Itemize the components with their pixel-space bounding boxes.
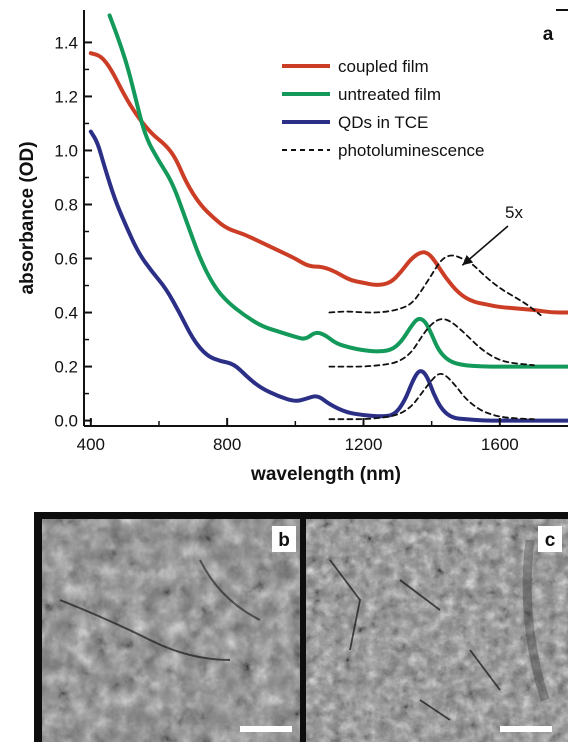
micrograph-c-label-box bbox=[538, 526, 562, 552]
legend-label-photoluminescence: photoluminescence bbox=[338, 141, 484, 160]
micrograph-b-texture bbox=[42, 519, 300, 742]
x-tick-label: 1600 bbox=[481, 435, 519, 454]
micrograph-b-label-box bbox=[272, 526, 296, 552]
x-axis-title: wavelength (nm) bbox=[250, 464, 401, 485]
legend-label-untreated-film: untreated film bbox=[338, 85, 441, 104]
micrograph-c-scale-bar bbox=[500, 726, 552, 732]
annotation-arrow-head bbox=[462, 254, 474, 266]
y-tick-label: 0.0 bbox=[54, 412, 78, 431]
series-line-qds-in-tce bbox=[88, 129, 568, 423]
annotation-5x-label: 5x bbox=[505, 203, 523, 222]
legend-label-coupled-film: coupled film bbox=[338, 57, 429, 76]
series-line-coupled-film bbox=[88, 51, 568, 315]
chart-axes: 0.0 0.2 0.4 0.6 0.8 1.0 1.2 1.4 400 800 1200 1600 bbox=[54, 9, 568, 454]
micrograph-c-texture bbox=[306, 519, 568, 742]
y-axis-title: absorbance (OD) bbox=[17, 141, 38, 294]
micrograph-b-label: b bbox=[278, 530, 290, 551]
micrograph-b-crack bbox=[59, 599, 231, 661]
series-line-photoluminescence bbox=[328, 254, 542, 317]
absorbance-chart: 0.00.20.40.60.81.01.21.4 400 800 1200 1600 … bbox=[17, 9, 568, 485]
series-line-photoluminescence bbox=[328, 372, 535, 421]
y-ticks: 0.0 0.2 0.4 0.6 0.8 1.0 1.2 1.4 bbox=[54, 33, 92, 431]
y-tick-label: 0.8 bbox=[54, 195, 78, 214]
micrograph-c-fissure bbox=[522, 539, 550, 702]
micrograph-c-crack bbox=[329, 559, 501, 721]
micrograph-b-scale-bar bbox=[240, 726, 292, 732]
x-tick-label: 1200 bbox=[345, 435, 383, 454]
series-lines bbox=[88, 13, 568, 423]
y-tick-label: 1.2 bbox=[54, 87, 78, 106]
x-tick-label: 400 bbox=[77, 435, 105, 454]
micrograph-c: c bbox=[306, 519, 568, 742]
annotation-5x: 5x bbox=[461, 203, 523, 266]
y-tick-label: 1.4 bbox=[54, 33, 78, 52]
micrograph-b-crack bbox=[199, 559, 261, 621]
panel-label-a: a bbox=[543, 24, 554, 45]
annotation-arrow-line bbox=[461, 225, 509, 266]
micrograph-b: b bbox=[42, 519, 300, 742]
legend-label-qds-in-tce: QDs in TCE bbox=[338, 113, 428, 132]
y-tick-label: 1.0 bbox=[54, 141, 78, 160]
series-line-photoluminescence bbox=[328, 318, 535, 368]
y-tick-label: 0.2 bbox=[54, 358, 78, 377]
x-tick-label: 800 bbox=[213, 435, 241, 454]
y-tick-label: 0.4 bbox=[54, 304, 78, 323]
x-ticks: 400 800 1200 1600 bbox=[77, 418, 519, 454]
micrograph-c-label: c bbox=[545, 530, 556, 551]
legend: coupled film untreated film QDs in TCE p… bbox=[282, 57, 484, 160]
y-tick-label: 0.6 bbox=[54, 250, 78, 269]
series-line-untreated-film bbox=[107, 13, 568, 369]
